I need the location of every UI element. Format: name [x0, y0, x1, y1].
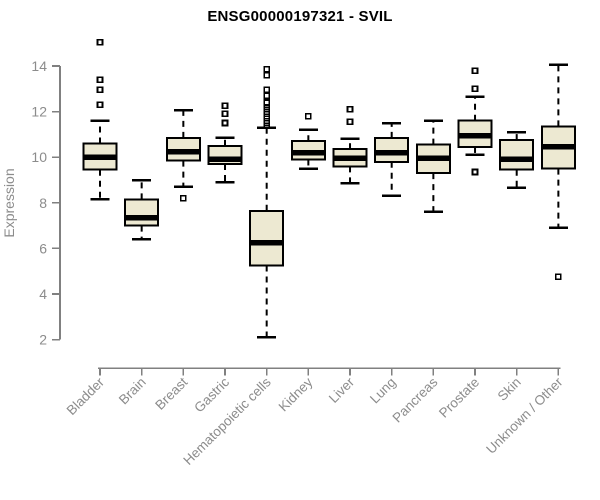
outlier-point: [263, 66, 270, 73]
y-tick-label: 4: [39, 286, 47, 302]
box-iqr: [499, 139, 535, 171]
outlier-point: [263, 71, 270, 79]
x-category-label: Gastric: [191, 374, 232, 415]
box-iqr: [249, 209, 285, 267]
outlier-point: [305, 112, 312, 120]
outlier-point: [221, 110, 229, 118]
outlier-point: [96, 86, 104, 94]
outlier-point: [180, 194, 187, 202]
outlier-point: [96, 76, 104, 83]
x-category-label: Pancreas: [390, 374, 441, 425]
y-tick-label: 2: [39, 332, 47, 348]
y-tick-label: 10: [31, 149, 47, 165]
outlier-point: [96, 101, 104, 109]
box-iqr: [124, 198, 160, 227]
outlier-point: [263, 86, 270, 94]
x-category-label: Liver: [326, 374, 358, 406]
box-iqr: [374, 136, 410, 163]
y-tick-label: 8: [39, 195, 47, 211]
y-tick-label: 6: [39, 240, 47, 256]
outlier-point: [471, 85, 479, 93]
outlier-point: [96, 38, 104, 46]
y-tick-label: 14: [31, 58, 47, 74]
outlier-point: [555, 273, 562, 281]
outlier-point: [471, 168, 479, 176]
outlier-point: [263, 99, 270, 106]
x-category-label: Prostate: [436, 375, 482, 421]
chart-title: ENSG00000197321 - SVIL: [207, 8, 393, 25]
y-tick-label: 12: [31, 104, 47, 120]
outlier-point: [346, 106, 354, 113]
outlier-point: [263, 92, 270, 99]
x-category-label: Skin: [495, 375, 524, 404]
outlier-point: [346, 118, 354, 126]
outlier-point: [221, 102, 229, 110]
x-category-label: Unknown / Other: [483, 374, 566, 457]
y-axis-title: Expression: [1, 168, 17, 237]
x-category-label: Kidney: [276, 374, 316, 414]
x-category-label: Brain: [116, 375, 149, 408]
x-category-label: Bladder: [64, 374, 108, 418]
outlier-point: [471, 67, 479, 74]
x-category-label: Lung: [367, 375, 399, 407]
x-category-label: Breast: [152, 374, 190, 412]
outlier-point: [221, 119, 229, 127]
